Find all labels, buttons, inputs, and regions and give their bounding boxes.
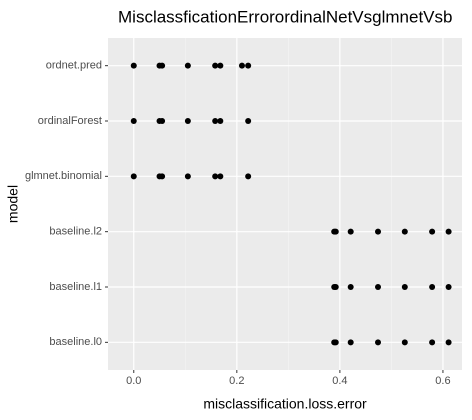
point [332,284,339,290]
point [184,118,191,124]
point [429,284,436,290]
point [445,228,452,235]
point [347,339,354,346]
point [332,339,339,346]
y-tick-label: baseline.l2 [49,226,102,238]
point [375,228,382,235]
point [445,339,452,346]
x-tick-label: 0.6 [435,375,450,387]
point [212,173,219,180]
point [130,173,137,180]
x-tick-label: 0.4 [332,375,347,387]
x-tick-label: 0.2 [229,375,244,387]
point [217,118,224,124]
y-tick-label: ordinalForest [38,115,102,127]
point [217,62,224,69]
point [184,173,191,180]
point [347,228,354,235]
y-tick-label: glmnet.binomial [25,170,102,182]
point [347,284,354,290]
point [130,118,137,124]
y-tick-label: baseline.l0 [49,336,102,348]
point [184,62,191,69]
point [429,228,436,235]
point [159,62,166,69]
point [375,339,382,346]
point [429,339,436,346]
point [212,62,219,69]
chart-title: MisclassficationErrorordinalNetVsglmnetV… [118,7,452,26]
point [445,284,452,290]
point [245,118,252,124]
point [217,173,224,180]
point [401,228,408,235]
x-tick-label: 0.0 [126,375,141,387]
point [238,62,245,69]
point [159,118,166,124]
y-axis-label: model [5,185,21,223]
panel [108,38,462,370]
point [245,62,252,69]
point [375,284,382,290]
x-axis-label: misclassification.loss.error [203,396,367,412]
point [212,118,219,124]
y-tick-label: ordnet.pred [46,60,102,72]
point [401,339,408,346]
point [401,284,408,290]
point [159,173,166,180]
point [130,62,137,69]
y-tick-label: baseline.l1 [49,281,102,293]
point [245,173,252,180]
point [332,228,339,235]
